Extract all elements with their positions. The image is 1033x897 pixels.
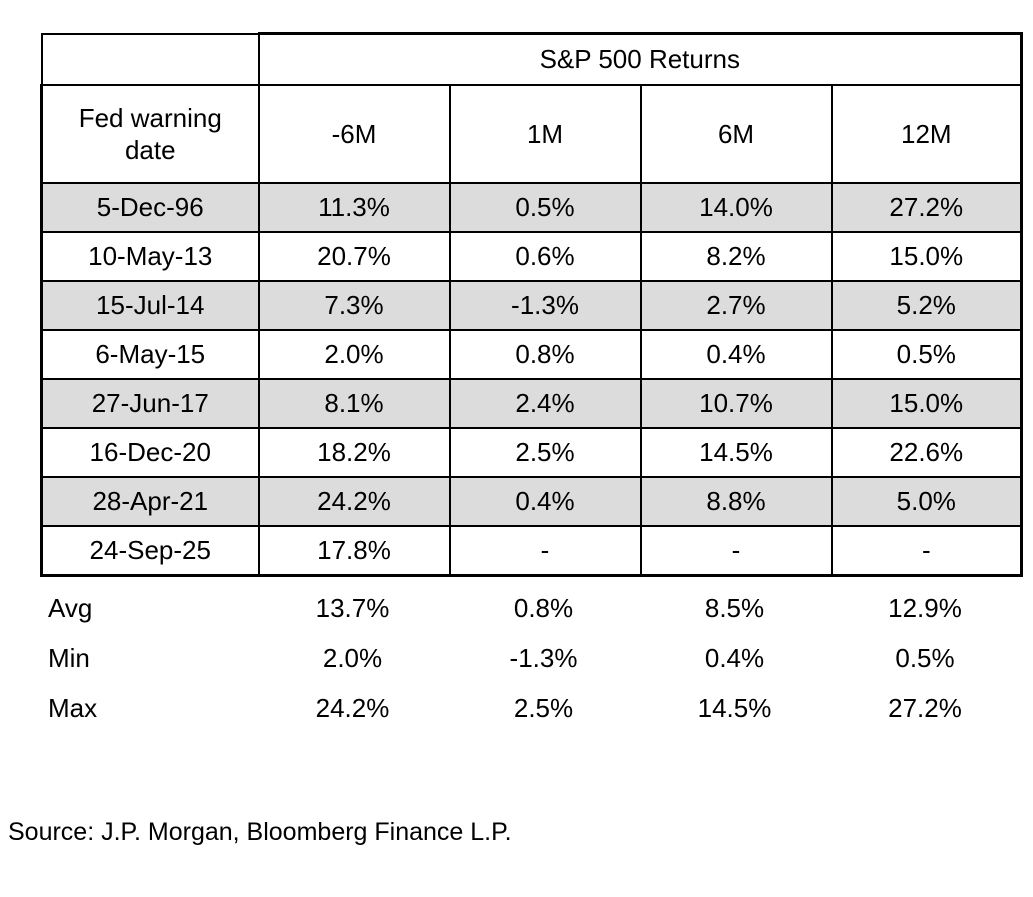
summary-value: 27.2%: [888, 692, 962, 723]
value-cell: 22.6%: [830, 427, 1024, 478]
column-header-row: Fed warning date -6M 1M 6M 12M: [40, 84, 1024, 184]
date-cell: 16-Dec-20: [40, 427, 260, 478]
table-row: 6-May-15 2.0% 0.8% 0.4% 0.5%: [40, 329, 1024, 380]
summary-value: 2.0%: [322, 642, 383, 673]
value-cell: 8.8%: [639, 476, 833, 527]
source-note: Source: J.P. Morgan, Bloomberg Finance L…: [8, 818, 512, 846]
summary-value: 14.5%: [697, 692, 772, 723]
column-header-label: Fed warning date: [78, 102, 222, 166]
column-header-1m: 1M: [448, 84, 642, 184]
date-cell: 6-May-15: [40, 329, 260, 380]
summary-label: Min: [48, 642, 90, 673]
summary-value: 2.5%: [513, 692, 574, 723]
value-cell: 0.5%: [830, 329, 1024, 380]
value-cell: 0.6%: [448, 231, 642, 282]
value-cell: 11.3%: [257, 182, 451, 233]
table-row: 16-Dec-20 18.2% 2.5% 14.5% 22.6%: [40, 427, 1024, 478]
sp500-returns-table: S&P 500 Returns Fed warning date -6M 1M 6M…: [40, 32, 1024, 577]
value-cell: -: [639, 525, 833, 577]
value-cell: 20.7%: [257, 231, 451, 282]
date-cell: 5-Dec-96: [40, 182, 260, 233]
value-cell: 18.2%: [257, 427, 451, 478]
value-cell: 8.2%: [639, 231, 833, 282]
value-cell: 2.7%: [639, 280, 833, 331]
returns-table-figure: S&P 500 Returns Fed warning date -6M 1M 6M…: [40, 32, 1024, 733]
summary-value: 24.2%: [315, 692, 390, 723]
summary-value: 8.5%: [704, 592, 765, 623]
value-cell: 14.0%: [639, 182, 833, 233]
summary-label: Avg: [48, 592, 93, 623]
summary-label: Max: [48, 692, 98, 723]
table-row: 27-Jun-17 8.1% 2.4% 10.7% 15.0%: [40, 378, 1024, 429]
summary-row-min: Min 2.0% -1.3% 0.4% 0.5%: [40, 633, 1020, 683]
summary-section: Avg 13.7% 0.8% 8.5% 12.9% Min 2.0% -1.3% 0.4% 0.5…: [40, 583, 1020, 733]
value-cell: 15.0%: [830, 378, 1024, 429]
value-cell: 5.2%: [830, 280, 1024, 331]
column-header-12m: 12M: [830, 84, 1024, 184]
column-header-6m: 6M: [639, 84, 833, 184]
summary-value: 13.7%: [315, 592, 390, 623]
table-row: 24-Sep-25 17.8% - - -: [40, 525, 1024, 577]
summary-row-avg: Avg 13.7% 0.8% 8.5% 12.9%: [40, 583, 1020, 633]
value-cell: 14.5%: [639, 427, 833, 478]
summary-value: -1.3%: [509, 642, 578, 673]
value-cell: 0.5%: [448, 182, 642, 233]
empty-corner-cell: [40, 32, 260, 86]
value-cell: 7.3%: [257, 280, 451, 331]
value-cell: 2.0%: [257, 329, 451, 380]
column-header-6m: -6M: [257, 84, 451, 184]
table-row: 5-Dec-96 11.3% 0.5% 14.0% 27.2%: [40, 182, 1024, 233]
value-cell: 10.7%: [639, 378, 833, 429]
value-cell: 17.8%: [257, 525, 451, 577]
summary-value: 0.5%: [895, 642, 955, 673]
date-cell: 15-Jul-14: [40, 280, 260, 331]
summary-value: 0.4%: [704, 642, 765, 673]
date-cell: 24-Sep-25: [40, 525, 260, 577]
table-group-header: S&P 500 Returns: [257, 32, 1024, 86]
value-cell: 0.4%: [448, 476, 642, 527]
value-cell: 2.5%: [448, 427, 642, 478]
summary-value: 0.8%: [513, 592, 574, 623]
table-row: 10-May-13 20.7% 0.6% 8.2% 15.0%: [40, 231, 1024, 282]
value-cell: -: [448, 525, 642, 577]
date-cell: 10-May-13: [40, 231, 260, 282]
table-row: 28-Apr-21 24.2% 0.4% 8.8% 5.0%: [40, 476, 1024, 527]
value-cell: -: [830, 525, 1024, 577]
value-cell: 0.8%: [448, 329, 642, 380]
value-cell: -1.3%: [448, 280, 642, 331]
value-cell: 24.2%: [257, 476, 451, 527]
date-cell: 27-Jun-17: [40, 378, 260, 429]
column-header-fed-warning-date: Fed warning date: [40, 84, 260, 184]
summary-row-max: Max 24.2% 2.5% 14.5% 27.2%: [40, 683, 1020, 733]
value-cell: 15.0%: [830, 231, 1024, 282]
value-cell: 8.1%: [257, 378, 451, 429]
value-cell: 0.4%: [639, 329, 833, 380]
value-cell: 27.2%: [830, 182, 1024, 233]
summary-value: 12.9%: [888, 592, 962, 623]
value-cell: 2.4%: [448, 378, 642, 429]
value-cell: 5.0%: [830, 476, 1024, 527]
table-row: 15-Jul-14 7.3% -1.3% 2.7% 5.2%: [40, 280, 1024, 331]
date-cell: 28-Apr-21: [40, 476, 260, 527]
group-header-row: S&P 500 Returns: [40, 32, 1024, 86]
